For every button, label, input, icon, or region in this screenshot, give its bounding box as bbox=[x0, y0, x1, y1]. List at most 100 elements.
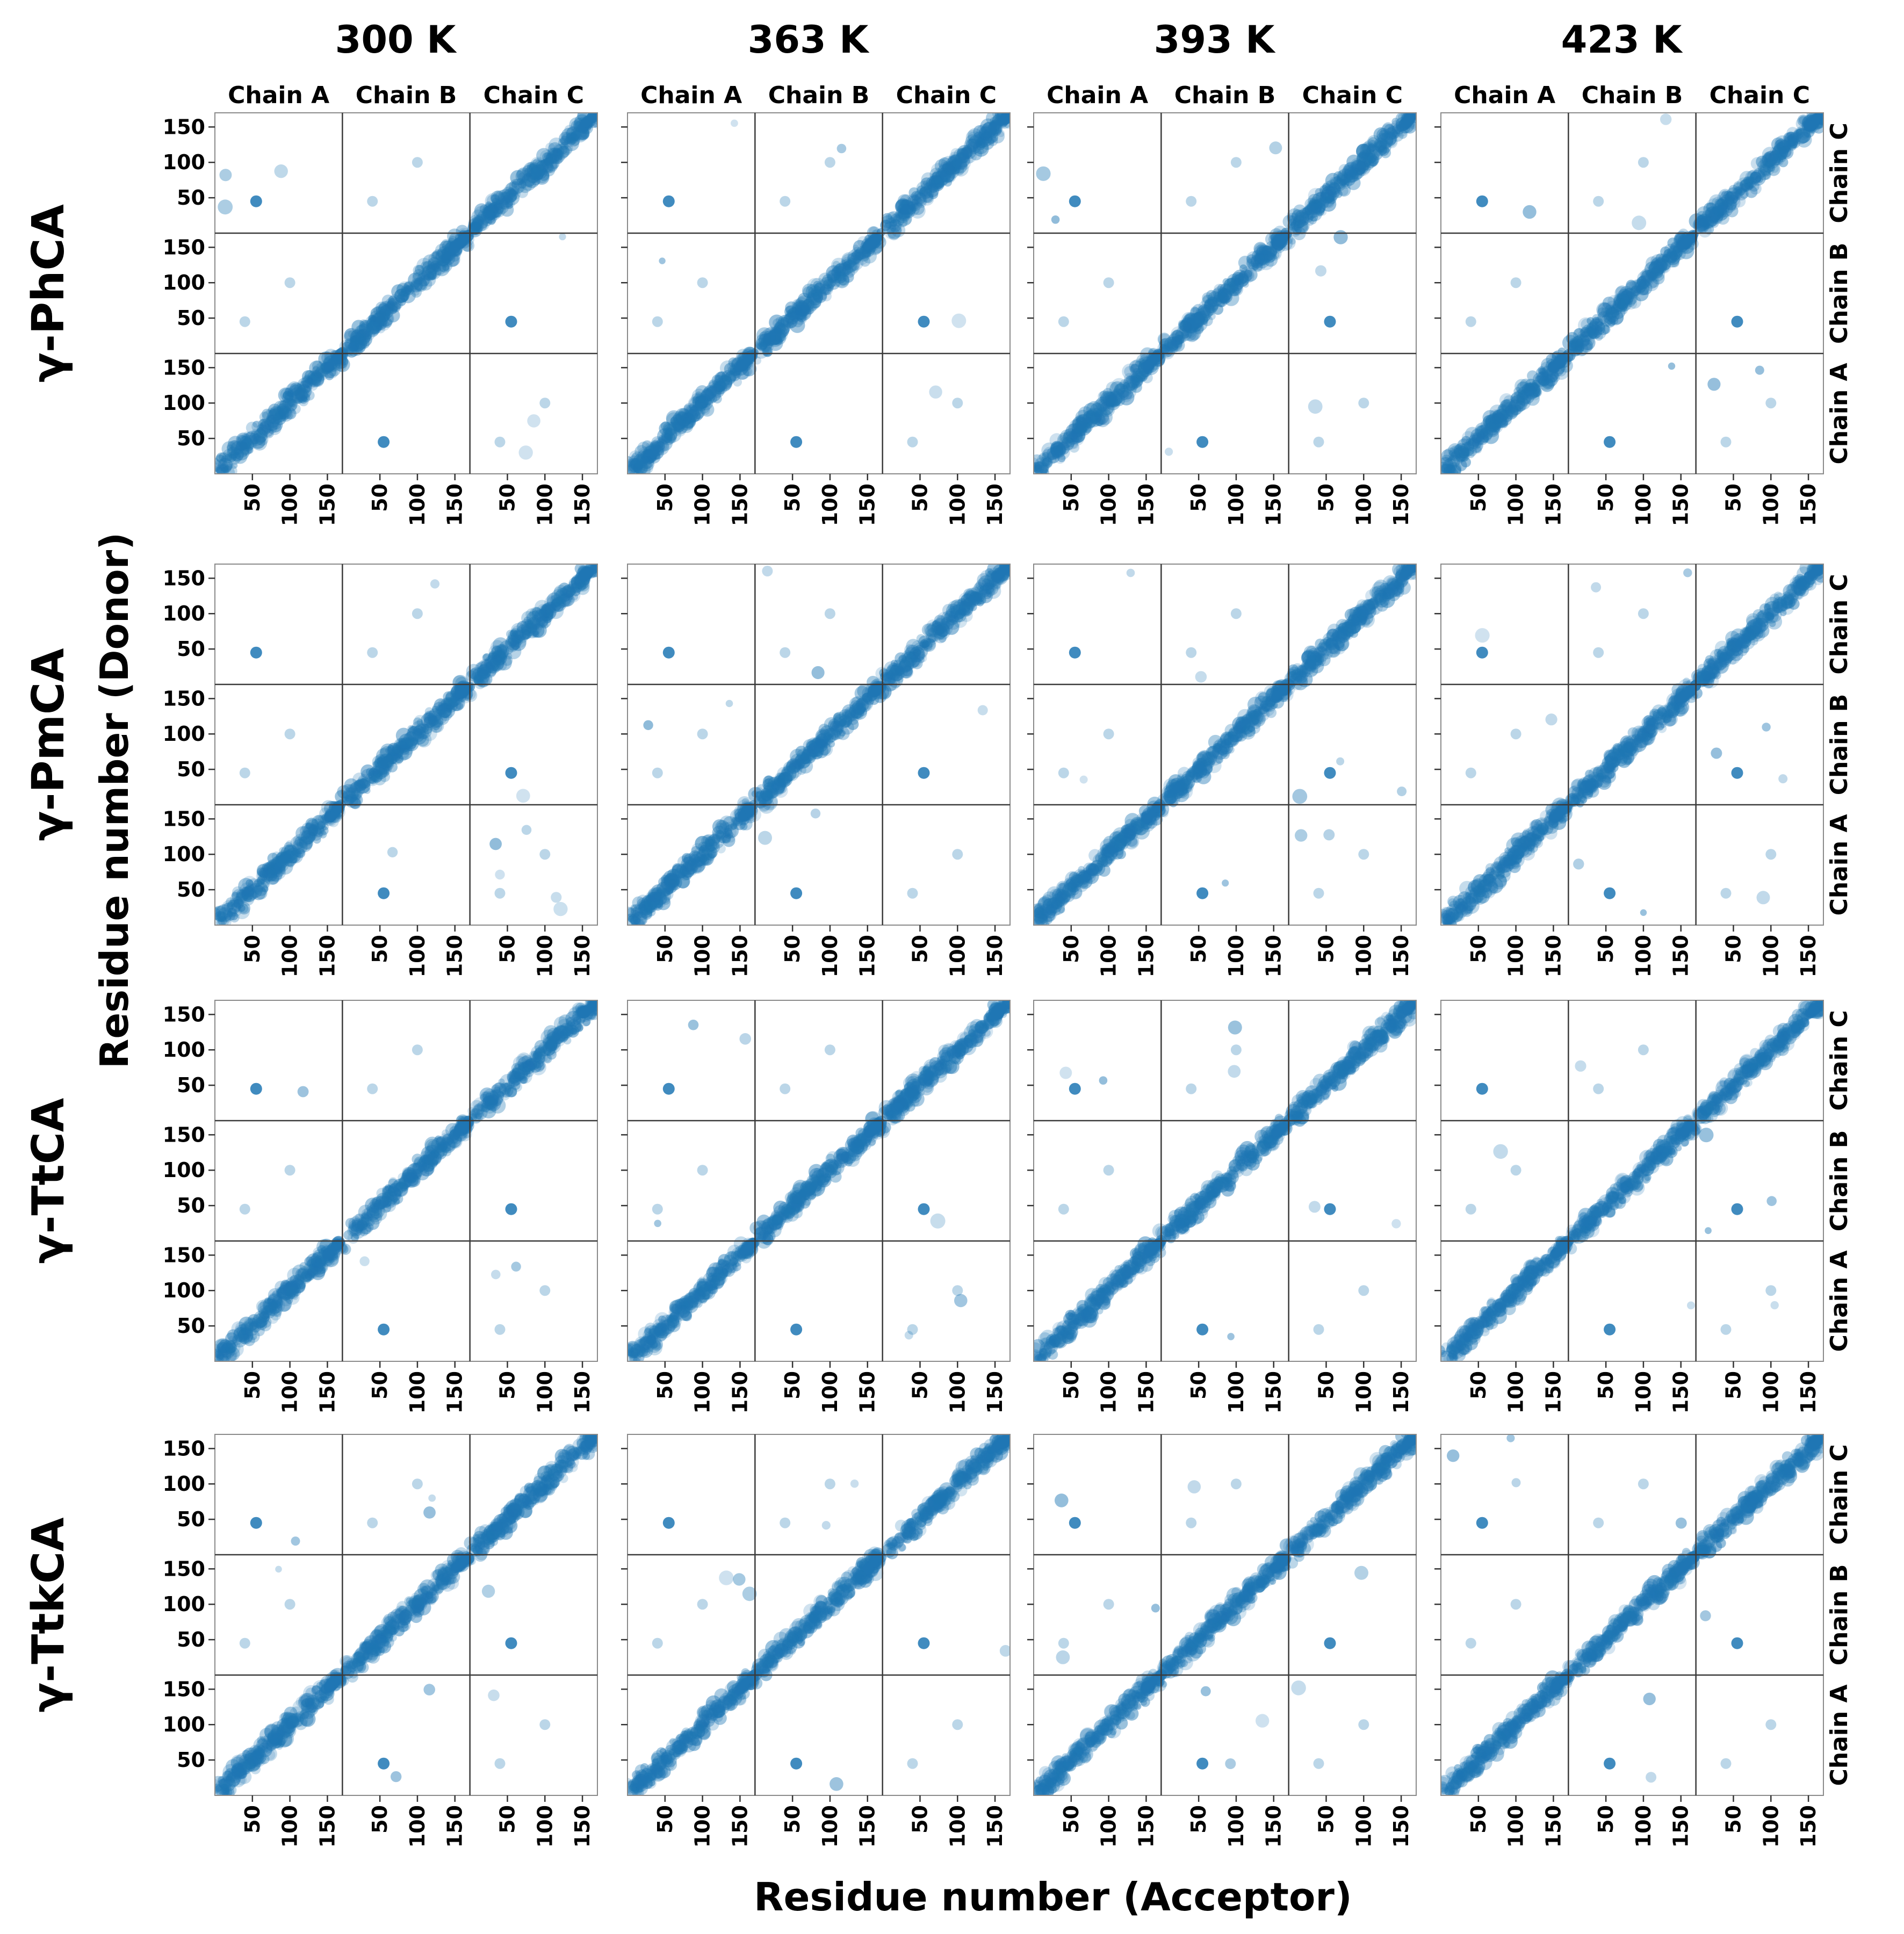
diagonal-contact-point bbox=[980, 130, 996, 146]
diagonal-contact-point bbox=[355, 342, 366, 353]
diagonal-contact-point bbox=[936, 174, 948, 186]
x-tick-label: 150 bbox=[315, 484, 339, 526]
diagonal-contact-point bbox=[838, 274, 849, 286]
diagonal-contact-point bbox=[703, 385, 717, 399]
diagonal-contact-point bbox=[687, 408, 701, 423]
diagonal-contact-point bbox=[939, 170, 951, 183]
diagonal-contact-point bbox=[1086, 412, 1101, 428]
diagonal-contact-point bbox=[962, 147, 974, 158]
diagonal-contact-point bbox=[1166, 334, 1182, 349]
diagonal-contact-point bbox=[508, 189, 517, 198]
diagonal-contact-point bbox=[275, 406, 289, 420]
diagonal-contact-point bbox=[655, 441, 666, 451]
diagonal-contact-point bbox=[258, 418, 269, 430]
diagonal-contact-point bbox=[886, 224, 902, 239]
diagonal-contact-point bbox=[770, 329, 779, 337]
diagonal-contact-point bbox=[686, 410, 694, 418]
interchain-contact-point bbox=[250, 195, 262, 207]
diagonal-contact-point bbox=[1122, 363, 1138, 380]
diagonal-contact-point bbox=[227, 451, 241, 465]
diagonal-contact-point bbox=[830, 280, 836, 287]
diagonal-contact-point bbox=[709, 379, 718, 389]
diagonal-contact-point bbox=[379, 312, 394, 327]
diagonal-contact-point bbox=[1217, 284, 1226, 293]
diagonal-contact-point bbox=[895, 199, 909, 214]
diagonal-contact-point bbox=[832, 266, 839, 273]
diagonal-contact-point bbox=[302, 379, 311, 388]
diagonal-contact-point bbox=[847, 257, 855, 264]
diagonal-contact-point bbox=[991, 121, 1001, 132]
diagonal-contact-point bbox=[1051, 445, 1064, 458]
diagonal-contact-point bbox=[949, 151, 960, 162]
diagonal-contact-point bbox=[764, 334, 772, 342]
diagonal-contact-point bbox=[1072, 417, 1088, 434]
diagonal-contact-point bbox=[1379, 129, 1389, 140]
diagonal-contact-point bbox=[937, 168, 948, 178]
diagonal-contact-point bbox=[1097, 399, 1108, 411]
diagonal-contact-point bbox=[262, 410, 277, 425]
diagonal-contact-point bbox=[312, 370, 322, 380]
diagonal-contact-point bbox=[359, 338, 370, 349]
diagonal-contact-point bbox=[365, 316, 382, 333]
diagonal-contact-point bbox=[290, 403, 301, 414]
diagonal-contact-point bbox=[404, 285, 415, 295]
diagonal-contact-point bbox=[363, 335, 371, 343]
diagonal-contact-point bbox=[538, 609, 546, 617]
diagonal-contact-point bbox=[841, 252, 857, 268]
diagonal-contact-point bbox=[1081, 417, 1093, 428]
diagonal-contact-point bbox=[398, 291, 409, 302]
y-tick-label: 50 bbox=[177, 757, 205, 781]
diagonal-contact-point bbox=[380, 305, 394, 319]
chain-label-acceptor: Chain A bbox=[1454, 82, 1555, 109]
diagonal-contact-point bbox=[287, 390, 294, 397]
diagonal-contact-point bbox=[547, 148, 561, 162]
diagonal-contact-point bbox=[890, 220, 898, 227]
diagonal-contact-point bbox=[832, 261, 840, 269]
diagonal-contact-point bbox=[771, 335, 782, 345]
diagonal-contact-point bbox=[275, 410, 286, 422]
diagonal-contact-point bbox=[826, 269, 839, 282]
diagonal-contact-point bbox=[633, 459, 643, 469]
diagonal-contact-point bbox=[1763, 161, 1774, 173]
interchain-contact-point bbox=[219, 169, 232, 182]
diagonal-contact-point bbox=[241, 443, 248, 450]
diagonal-contact-point bbox=[1040, 466, 1048, 474]
y-tick-label: 50 bbox=[177, 306, 205, 330]
y-tick-label: 100 bbox=[163, 391, 205, 415]
diagonal-contact-point bbox=[1367, 143, 1376, 152]
diagonal-contact-point bbox=[373, 316, 387, 329]
diagonal-contact-point bbox=[807, 299, 819, 311]
diagonal-contact-point bbox=[1093, 399, 1107, 414]
diagonal-contact-point bbox=[355, 337, 367, 350]
y-tick-label: 50 bbox=[177, 637, 205, 661]
diagonal-contact-point bbox=[385, 302, 394, 312]
diagonal-contact-point bbox=[1042, 457, 1052, 468]
diagonal-contact-point bbox=[775, 323, 789, 338]
diagonal-contact-point bbox=[1048, 456, 1057, 464]
diagonal-contact-point bbox=[1180, 320, 1192, 331]
x-tick-label: 100 bbox=[1759, 484, 1783, 526]
diagonal-contact-point bbox=[306, 377, 314, 385]
diagonal-contact-point bbox=[1052, 452, 1059, 460]
diagonal-contact-point bbox=[1120, 384, 1128, 393]
diagonal-contact-point bbox=[355, 347, 362, 354]
diagonal-contact-point bbox=[564, 134, 574, 145]
diagonal-contact-point bbox=[882, 213, 893, 224]
diagonal-contact-point bbox=[1259, 252, 1266, 258]
diagonal-contact-point bbox=[1174, 335, 1185, 345]
diagonal-contact-point bbox=[1086, 407, 1102, 424]
diagonal-contact-point bbox=[1473, 437, 1482, 447]
x-tick-label: 150 bbox=[315, 935, 339, 977]
diagonal-contact-point bbox=[768, 333, 781, 345]
diagonal-contact-point bbox=[310, 372, 324, 386]
diagonal-contact-point bbox=[842, 261, 850, 269]
diagonal-contact-point bbox=[553, 143, 569, 160]
diagonal-contact-point bbox=[984, 129, 993, 138]
diagonal-contact-point bbox=[243, 437, 253, 447]
x-tick-label: 50 bbox=[368, 935, 392, 963]
diagonal-contact-point bbox=[839, 259, 851, 271]
diagonal-contact-point bbox=[956, 148, 969, 161]
diagonal-contact-point bbox=[531, 617, 545, 631]
interchain-contact-point bbox=[697, 277, 708, 288]
diagonal-contact-point bbox=[890, 213, 901, 224]
